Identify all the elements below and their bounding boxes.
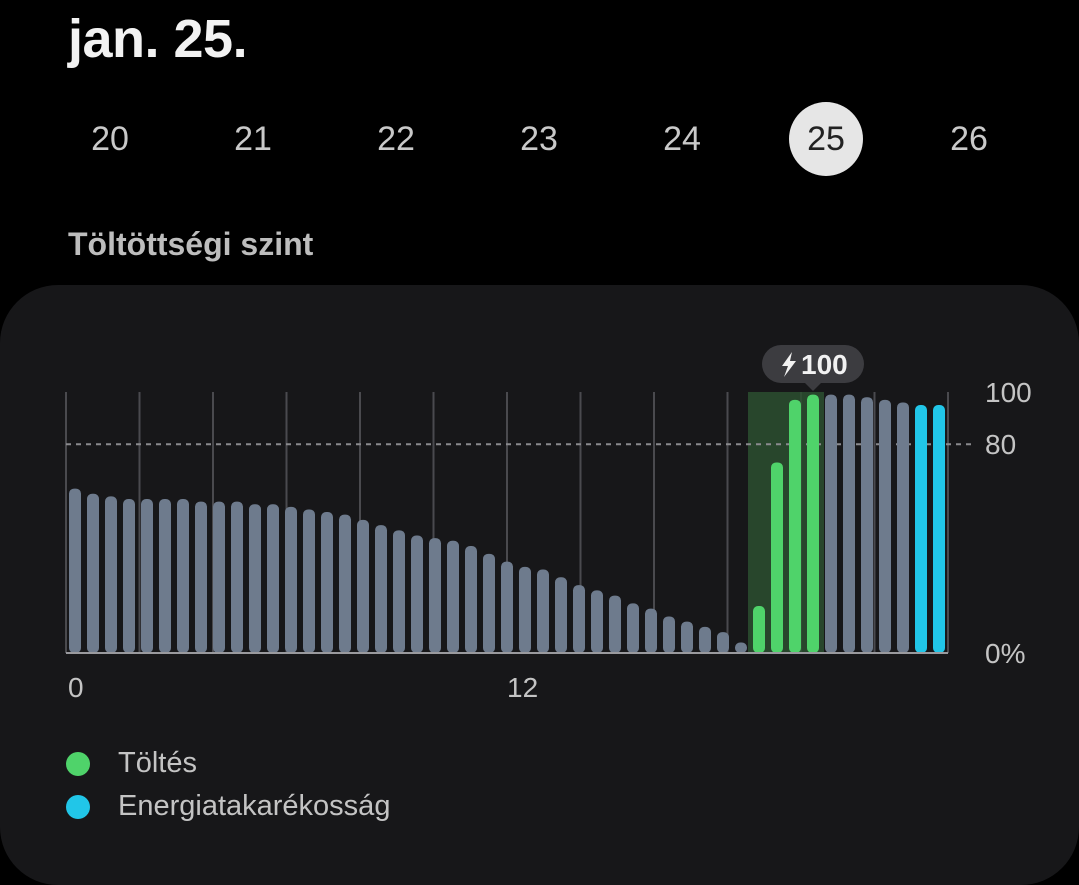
bar[interactable] xyxy=(843,394,855,653)
bar[interactable] xyxy=(645,608,657,653)
bar[interactable] xyxy=(177,499,189,653)
day-20-button[interactable]: 20 xyxy=(91,119,129,158)
callout-value: 100 xyxy=(801,349,848,380)
legend-label-charging: Töltés xyxy=(118,747,197,779)
callout-pointer xyxy=(805,383,821,391)
day-21-button[interactable]: 21 xyxy=(234,119,272,158)
bar[interactable] xyxy=(105,496,117,653)
bar[interactable] xyxy=(609,595,621,653)
legend-item-charging: Töltés xyxy=(66,742,390,785)
bar[interactable] xyxy=(897,402,909,653)
bar[interactable] xyxy=(447,540,459,653)
legend-label-power-saving: Energiatakarékosság xyxy=(118,790,391,822)
bar[interactable] xyxy=(537,569,549,653)
bar[interactable] xyxy=(303,509,315,653)
lightning-icon xyxy=(782,352,796,377)
day-23-button[interactable]: 23 xyxy=(520,119,558,158)
bar[interactable] xyxy=(249,504,261,653)
y-tick-label: 100 xyxy=(985,377,1032,408)
bar[interactable] xyxy=(825,394,837,653)
bar[interactable] xyxy=(483,553,495,653)
bar[interactable] xyxy=(141,499,153,653)
bar[interactable] xyxy=(123,499,135,653)
bar[interactable] xyxy=(267,504,279,653)
bar[interactable] xyxy=(555,577,567,653)
bar[interactable] xyxy=(627,603,639,653)
bar[interactable] xyxy=(735,642,747,653)
bar[interactable] xyxy=(465,545,477,653)
callout-pill xyxy=(762,345,864,383)
power-saving-dot-icon xyxy=(66,794,90,819)
bar[interactable] xyxy=(393,530,405,653)
bar[interactable] xyxy=(789,399,801,653)
bar[interactable] xyxy=(915,405,927,653)
bar[interactable] xyxy=(573,585,585,653)
bar[interactable] xyxy=(879,399,891,653)
bar[interactable] xyxy=(321,512,333,653)
y-tick-label: 0% xyxy=(985,638,1025,669)
bar[interactable] xyxy=(411,535,423,653)
bar[interactable] xyxy=(429,538,441,653)
battery-level-chart[interactable]: 100 80 0% 0 12 100 xyxy=(0,0,1079,855)
x-tick-label: 12 xyxy=(507,672,538,703)
day-24-button[interactable]: 24 xyxy=(663,119,701,158)
bar[interactable] xyxy=(933,405,945,653)
date-title: jan. 25. xyxy=(68,9,248,69)
bar[interactable] xyxy=(159,499,171,653)
charging-dot-icon xyxy=(66,751,90,776)
day-26-button[interactable]: 26 xyxy=(950,119,988,158)
y-tick-label: 80 xyxy=(985,429,1016,460)
day-selector: 20 21 22 23 24 25 26 xyxy=(0,100,1079,180)
bar[interactable] xyxy=(375,525,387,653)
legend-item-power-saving: Energiatakarékosság xyxy=(66,785,390,828)
bar[interactable] xyxy=(717,632,729,653)
bar[interactable] xyxy=(753,606,765,653)
bar[interactable] xyxy=(231,501,243,653)
bar[interactable] xyxy=(213,501,225,653)
bar[interactable] xyxy=(69,488,81,653)
bar[interactable] xyxy=(87,493,99,653)
bar[interactable] xyxy=(285,506,297,653)
bar[interactable] xyxy=(339,514,351,653)
bar[interactable] xyxy=(861,397,873,653)
bar[interactable] xyxy=(681,621,693,653)
bar[interactable] xyxy=(591,590,603,653)
section-title: Töltöttségi szint xyxy=(68,226,314,262)
bar[interactable] xyxy=(195,501,207,653)
day-25-button[interactable]: 25 xyxy=(789,102,863,176)
bar[interactable] xyxy=(771,462,783,653)
bar[interactable] xyxy=(519,566,531,653)
bar[interactable] xyxy=(807,394,819,653)
bar[interactable] xyxy=(501,561,513,653)
legend: Töltés Energiatakarékosság xyxy=(66,742,390,828)
bar[interactable] xyxy=(663,616,675,653)
bar[interactable] xyxy=(357,519,369,653)
day-22-button[interactable]: 22 xyxy=(377,119,415,158)
bar[interactable] xyxy=(699,626,711,653)
x-tick-label: 0 xyxy=(68,672,84,703)
